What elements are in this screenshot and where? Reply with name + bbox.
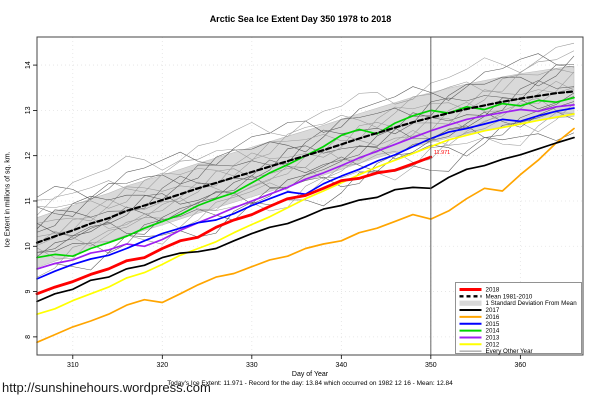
y-tick-label: 12 [25,152,32,160]
every-other-year-line [36,92,575,258]
every-other-year-line [36,71,575,237]
y-tick-label: 14 [25,61,32,69]
chart-caption: Today's Ice Extent: 11.971 - Record for … [167,380,453,387]
y-tick-label: 11 [25,197,32,204]
legend-item-label: 2016 [486,314,500,321]
x-tick-label: 340 [335,362,347,369]
y-tick-label: 10 [25,242,32,250]
every-other-year-line [36,87,575,224]
every-other-year-line [36,42,575,201]
x-axis-title: Day of Year [291,371,329,378]
every-other-year-line [36,68,575,209]
legend-item-label: 2017 [486,307,500,314]
y-tick-label: 9 [25,290,32,294]
series-line-2017 [36,136,575,303]
chart-title: Arctic Sea Ice Extent Day 350 1978 to 20… [209,14,392,24]
legend-item-label: 1 Standard Deviation From Mean [486,300,578,307]
legend-item-label: Mean 1981-2010 [486,293,533,300]
legend-item-label: 2013 [486,334,500,341]
series-line-2018 [35,155,433,296]
plot-border [36,36,584,356]
y-tick-label: 13 [25,106,32,114]
x-tick-label: 310 [67,362,79,369]
series-line-mean-1981-2010 [35,90,576,244]
legend-item-label: 2014 [486,328,500,335]
y-axis-title: Ice Extent in millions of sq. km. [4,151,12,248]
legend-item-label: Every Other Year [486,348,533,355]
series-line-2012 [36,113,575,316]
every-other-year-line [36,55,575,217]
series-line-2016 [36,127,575,344]
x-tick-label: 360 [515,362,527,369]
x-tick-label: 350 [425,362,437,369]
series-line-2013 [36,104,575,270]
x-tick-label: 330 [246,362,258,369]
legend-item-label: 2015 [486,321,500,328]
footer-url: http://sunshinehours.wordpress.com [2,380,211,395]
y-tick-label: 8 [25,335,32,339]
current-value-label: 11.971 [434,150,450,156]
legend-swatch-band [459,300,482,306]
x-tick-label: 320 [156,362,168,369]
every-other-year-line [36,101,575,253]
legend-item-label: 2012 [486,341,500,348]
every-other-year-line [36,50,575,216]
legend-box [455,282,582,354]
every-other-year-line [36,64,575,233]
legend-item-label: 2018 [486,287,500,294]
